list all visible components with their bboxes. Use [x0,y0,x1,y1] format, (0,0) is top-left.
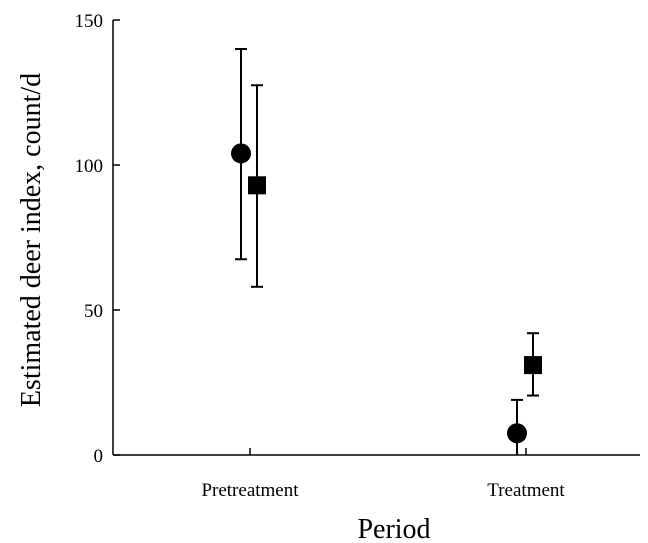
x-tick-label: Pretreatment [201,480,299,501]
y-axis-title: Estimated deer index, count/d [16,73,47,407]
x-axis-title: Period [357,514,430,543]
y-tick-label: 100 [75,156,104,177]
data-marks [231,48,542,455]
y-tick-label: 0 [94,446,104,467]
x-tick-label: Treatment [487,480,565,501]
x-ticks: Pretreatment Treatment [201,448,565,501]
data-point-square [524,356,542,375]
data-point-square [248,176,266,195]
data-point-circle [507,423,527,444]
y-tick-label: 50 [84,301,103,322]
axes [112,20,640,456]
y-ticks: 0 50 100 150 [75,11,120,467]
y-tick-label: 150 [75,11,104,32]
data-point-circle [231,143,251,164]
